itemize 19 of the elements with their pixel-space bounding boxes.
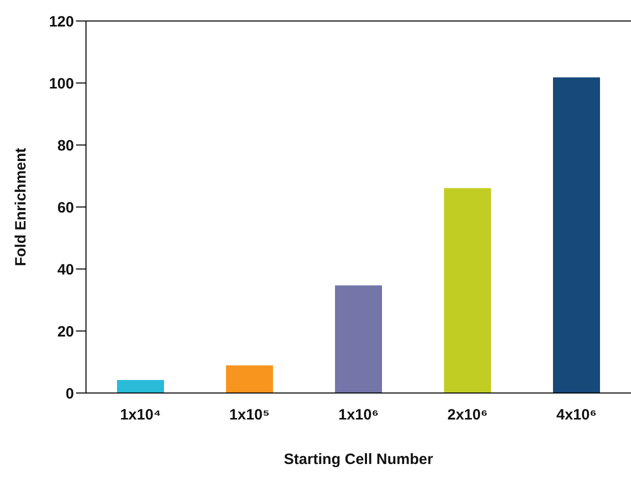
y-tick-label: 20 bbox=[57, 323, 74, 340]
x-axis-title: Starting Cell Number bbox=[284, 451, 434, 468]
x-tick-label: 1x10⁵ bbox=[229, 406, 270, 424]
x-tick-label: 1x10⁴ bbox=[120, 406, 161, 424]
y-tick-label: 0 bbox=[66, 385, 74, 402]
y-tick-label: 100 bbox=[48, 75, 74, 92]
y-axis-title: Fold Enrichment bbox=[12, 148, 30, 266]
y-tick-label: 80 bbox=[57, 137, 74, 154]
bar bbox=[117, 380, 164, 393]
x-tick-label: 2x10⁶ bbox=[447, 406, 488, 424]
bar bbox=[444, 188, 491, 393]
y-tick-label: 120 bbox=[48, 13, 74, 30]
y-tick-label: 40 bbox=[57, 261, 74, 278]
bar bbox=[335, 285, 382, 393]
y-tick-label: 60 bbox=[57, 199, 74, 216]
x-tick-label: 4x10⁶ bbox=[556, 406, 597, 424]
bar bbox=[226, 365, 273, 393]
x-tick-label: 1x10⁶ bbox=[338, 406, 379, 424]
bar bbox=[553, 77, 600, 393]
